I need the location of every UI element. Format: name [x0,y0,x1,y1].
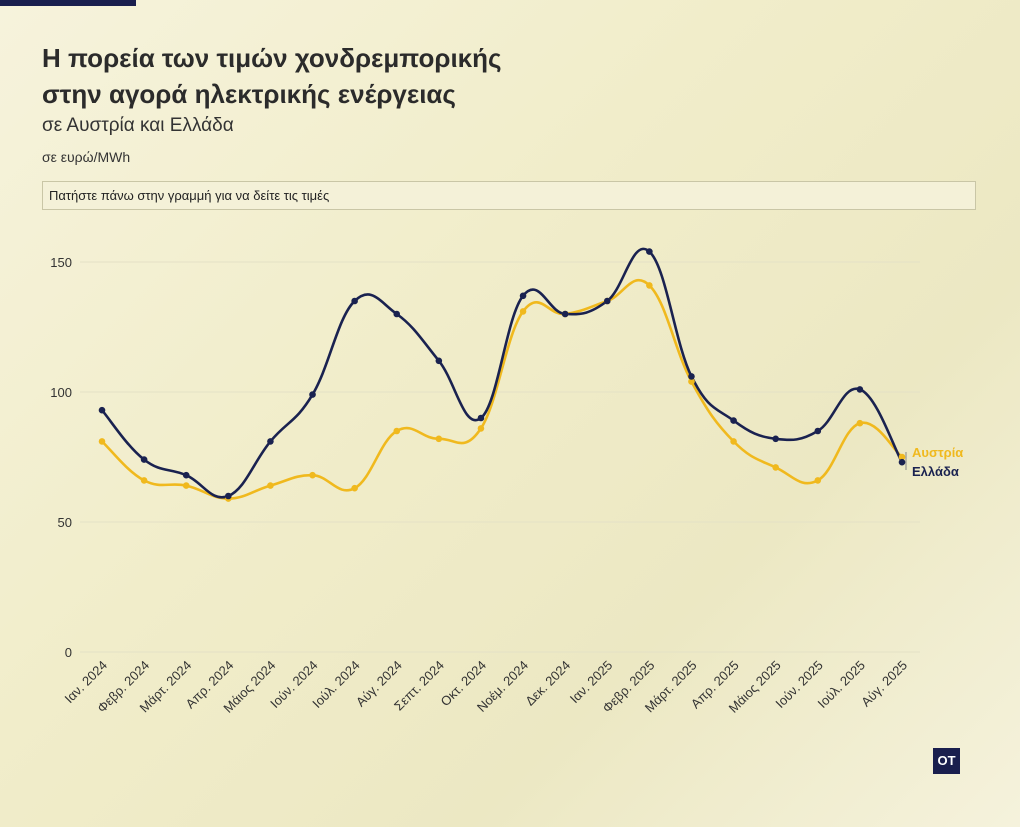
data-point-greece[interactable] [561,310,569,318]
data-point-greece[interactable] [898,458,906,466]
data-point-austria[interactable] [646,282,653,289]
y-tick-label: 100 [50,385,72,400]
data-point-greece[interactable] [140,456,148,463]
data-point-greece[interactable] [182,471,190,479]
data-point-greece[interactable] [856,386,864,393]
gridlines [80,261,920,653]
data-point-austria[interactable] [814,477,822,484]
y-axis-ticks: 0 50 100 150 [50,255,72,660]
data-point-greece[interactable] [98,406,106,414]
series-label-greece: Ελλάδα [912,464,959,479]
series-labels: Αυστρία Ελλάδα [905,445,963,479]
series-line-austria[interactable] [100,278,904,500]
top-accent-bar [0,0,136,6]
x-tick-label: Δεκ. 2024 [522,658,573,709]
x-tick-label: Αύγ. 2025 [858,658,910,710]
data-point-austria[interactable] [856,419,864,427]
y-tick-label: 150 [50,255,72,270]
series-points [98,248,906,502]
y-tick-label: 0 [65,645,72,660]
unit-label: σε ευρώ/MWh [42,149,131,165]
brand-logo: OT [933,748,960,774]
y-tick-label: 50 [58,515,72,530]
data-point-austria[interactable] [309,471,316,479]
data-point-austria[interactable] [98,438,106,445]
data-point-austria[interactable] [519,308,527,315]
data-point-austria[interactable] [772,464,779,471]
data-point-greece[interactable] [225,492,232,500]
data-point-greece[interactable] [603,297,611,305]
series-lines [100,247,904,500]
data-point-greece[interactable] [477,414,485,422]
data-point-austria[interactable] [140,477,148,484]
series-line-greece[interactable] [100,247,904,499]
data-point-austria[interactable] [730,438,737,445]
data-point-greece[interactable] [393,310,401,318]
data-point-austria[interactable] [351,484,358,492]
data-point-greece[interactable] [267,438,274,445]
data-point-austria[interactable] [393,427,401,435]
data-point-greece[interactable] [814,427,822,435]
data-point-austria[interactable] [898,453,906,461]
data-point-austria[interactable] [688,378,695,385]
data-point-greece[interactable] [688,373,695,380]
data-point-greece[interactable] [646,248,653,255]
data-point-greece[interactable] [730,417,737,424]
data-point-austria[interactable] [477,425,485,432]
data-point-greece[interactable] [519,292,527,300]
data-point-greece[interactable] [309,391,316,398]
data-point-austria[interactable] [435,435,443,443]
data-point-greece[interactable] [351,297,358,305]
chart-subtitle: σε Αυστρία και Ελλάδα [42,115,234,136]
data-point-austria[interactable] [267,482,274,489]
chart-title: Η πορεία των τιμών χονδρεμπορικής στην α… [42,43,502,109]
series-label-austria: Αυστρία [912,445,963,460]
data-point-greece[interactable] [772,435,779,443]
data-point-greece[interactable] [435,357,443,365]
interaction-hint: Πατήστε πάνω στην γραμμή για να δείτε τι… [42,181,976,210]
data-point-austria[interactable] [182,482,190,489]
